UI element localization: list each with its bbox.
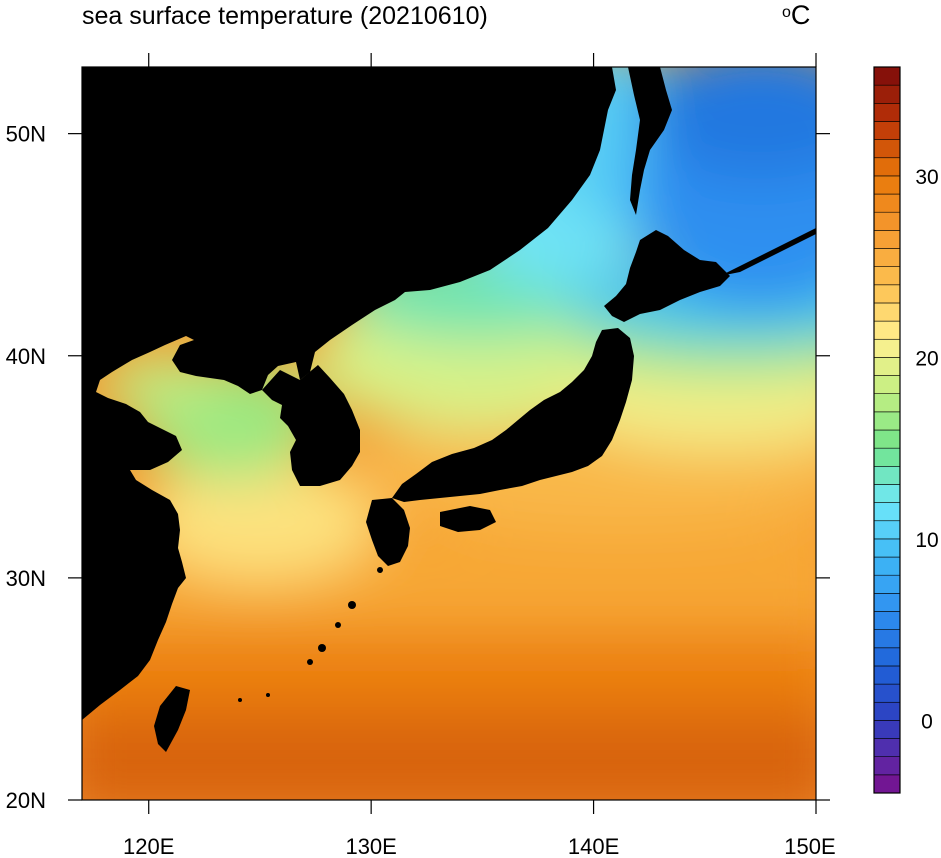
colorbar-segment bbox=[873, 647, 901, 667]
sakhalin-island bbox=[628, 67, 672, 215]
y-tick-label: 30N bbox=[6, 566, 46, 591]
hokkaido-island bbox=[604, 230, 730, 322]
axes: 120E 130E 140E 150E 20N 30N 40N 50N bbox=[6, 53, 836, 858]
asian-continent bbox=[82, 67, 616, 720]
colorbar-segment bbox=[873, 502, 901, 522]
colorbar-segment bbox=[873, 429, 901, 449]
colorbar-segment bbox=[873, 520, 901, 540]
colorbar-segment bbox=[873, 338, 901, 358]
units-letter: C bbox=[790, 0, 811, 30]
shikoku-island bbox=[440, 506, 496, 532]
colorbar-segment bbox=[873, 484, 901, 503]
colorbar-segment bbox=[873, 284, 901, 304]
colorbar-segment bbox=[873, 774, 901, 794]
y-tick-label: 40N bbox=[6, 344, 46, 369]
y-tick-label: 50N bbox=[6, 122, 46, 147]
colorbar-segment bbox=[873, 375, 901, 394]
x-tick-label: 140E bbox=[568, 834, 619, 858]
colorbar: 0 10 20 30 bbox=[873, 66, 939, 794]
colorbar-segment bbox=[873, 302, 901, 322]
colorbar-label: 30 bbox=[915, 166, 938, 189]
colorbar-segment bbox=[873, 756, 901, 776]
colorbar-segment bbox=[873, 701, 901, 721]
y-tick-label: 20N bbox=[6, 788, 46, 813]
x-tick-label: 150E bbox=[784, 834, 835, 858]
colorbar-segment bbox=[873, 66, 901, 86]
colorbar-segment bbox=[873, 411, 901, 431]
land-mass bbox=[82, 67, 816, 752]
units-label: oC bbox=[782, 0, 810, 31]
plot-frame bbox=[81, 66, 817, 801]
colorbar-segment bbox=[873, 139, 901, 159]
degree-symbol: o bbox=[782, 4, 791, 21]
colorbar-segment bbox=[873, 611, 901, 630]
colorbar-segment bbox=[873, 248, 901, 267]
colorbar-segment bbox=[873, 357, 901, 376]
colorbar-segment bbox=[873, 393, 901, 413]
colorbar-segment bbox=[873, 629, 901, 649]
kuril-islands bbox=[720, 228, 816, 276]
colorbar-segment bbox=[873, 538, 901, 558]
colorbar-segment bbox=[873, 738, 901, 757]
map-title: sea surface temperature (20210610) bbox=[82, 2, 488, 30]
colorbar-segment bbox=[873, 556, 901, 576]
colorbar-segment bbox=[873, 121, 901, 140]
colorbar-segment bbox=[873, 683, 901, 703]
colorbar-label: 10 bbox=[915, 529, 938, 552]
colorbar-segment bbox=[873, 320, 901, 340]
colorbar-segment bbox=[873, 593, 901, 612]
colorbar-segment bbox=[873, 84, 901, 104]
kyushu-island bbox=[366, 498, 410, 566]
colorbar-segment bbox=[873, 175, 901, 195]
colorbar-segment bbox=[873, 465, 901, 485]
colorbar-segment bbox=[873, 266, 901, 286]
korean-peninsula bbox=[262, 365, 360, 486]
colorbar-segment bbox=[873, 665, 901, 685]
honshu-island bbox=[392, 328, 634, 502]
colorbar-segment bbox=[873, 157, 901, 177]
colorbar-segment bbox=[873, 230, 901, 249]
x-tick-label: 130E bbox=[345, 834, 396, 858]
x-tick-label: 120E bbox=[123, 834, 174, 858]
ryukyu-islands bbox=[238, 567, 383, 702]
colorbar-label: 0 bbox=[921, 710, 933, 733]
colorbar-segment bbox=[873, 574, 901, 594]
colorbar-segment bbox=[873, 447, 901, 467]
taiwan-island bbox=[154, 686, 190, 752]
colorbar-label: 20 bbox=[915, 347, 938, 370]
colorbar-segment bbox=[873, 103, 901, 122]
colorbar-segment bbox=[873, 720, 901, 739]
colorbar-frame bbox=[873, 66, 901, 794]
colorbar-segment bbox=[873, 211, 901, 231]
colorbar-segment bbox=[873, 193, 901, 213]
